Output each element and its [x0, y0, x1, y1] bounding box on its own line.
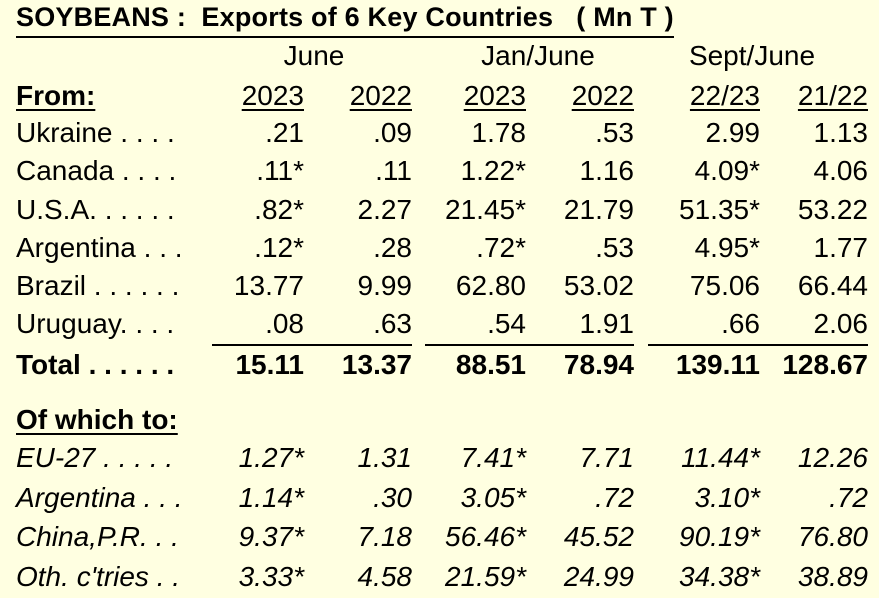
table-cell: 21.45* — [445, 194, 526, 225]
table-cell: .21 — [265, 117, 304, 148]
column-header: 21/22 — [797, 80, 868, 111]
row-label: U.S.A. . . . . . — [16, 194, 175, 225]
destination-cell: 90.19* — [679, 521, 760, 552]
column-header: 22/23 — [689, 80, 760, 111]
row-label: Brazil . . . . . . — [16, 270, 180, 301]
destination-cell: 9.37* — [238, 521, 304, 552]
destination-cell: .30 — [373, 482, 412, 513]
title-underline — [16, 36, 674, 38]
of-which-to-label: Of which to: — [16, 404, 178, 435]
table-cell: 1.22* — [460, 155, 526, 186]
destination-cell: 76.80 — [797, 521, 868, 552]
destination-label: Argentina . . . — [16, 482, 183, 513]
table-cell: 2.27 — [357, 194, 413, 225]
total-cell: 13.37 — [341, 349, 412, 380]
table-cell: .12* — [254, 232, 304, 263]
row-label: Uruguay. . . . — [16, 308, 175, 339]
table-cell: 2.06 — [813, 308, 869, 339]
table-cell: .11* — [256, 155, 304, 186]
table-cell: 4.95* — [694, 232, 760, 263]
total-rule — [648, 344, 868, 346]
column-header: 2022 — [571, 80, 634, 111]
destination-label: Oth. c'tries . . — [16, 561, 181, 592]
destination-cell: 34.38* — [679, 561, 760, 592]
table-cell: 53.02 — [563, 270, 634, 301]
table-cell: 21.79 — [563, 194, 634, 225]
total-rule — [425, 344, 634, 346]
table-cell: .63 — [373, 308, 412, 339]
destination-cell: 1.14* — [238, 482, 304, 513]
table-cell: .28 — [373, 232, 412, 263]
destination-cell: 3.10* — [694, 482, 760, 513]
row-label: Canada . . . . — [16, 155, 177, 186]
destination-cell: 24.99 — [563, 561, 634, 592]
table-cell: 1.91 — [579, 308, 635, 339]
destination-cell: 7.71 — [579, 442, 635, 473]
table-cell: .53 — [595, 117, 634, 148]
column-header: 2023 — [463, 80, 526, 111]
total-cell: 15.11 — [235, 349, 304, 380]
table-title: SOYBEANS : Exports of 6 Key Countries ( … — [16, 2, 674, 32]
destination-cell: 11.44* — [681, 442, 760, 473]
table-cell: .08 — [265, 308, 304, 339]
table-cell: 13.77 — [233, 270, 304, 301]
row-label: Ukraine . . . . — [16, 117, 175, 148]
table-cell: 1.78 — [471, 117, 527, 148]
table-cell: .09 — [373, 117, 412, 148]
table-cell: .11 — [375, 155, 412, 186]
table-cell: 1.13 — [813, 117, 869, 148]
destination-cell: 7.41* — [460, 442, 526, 473]
from-label: From: — [16, 80, 96, 111]
destination-cell: 12.26 — [797, 442, 868, 473]
total-cell: 78.94 — [563, 349, 634, 380]
column-header: 2022 — [349, 80, 412, 111]
destination-cell: 21.59* — [445, 561, 526, 592]
destination-cell: 4.58 — [357, 561, 413, 592]
period-header: Jan/June — [481, 40, 595, 71]
destination-cell: .72 — [829, 482, 868, 513]
destination-label: EU-27 . . . . . — [16, 442, 174, 473]
table-cell: 62.80 — [455, 270, 526, 301]
table-cell: .54 — [487, 308, 526, 339]
table-cell: 66.44 — [797, 270, 868, 301]
destination-cell: 56.46* — [445, 521, 526, 552]
table-cell: 75.06 — [689, 270, 760, 301]
destination-cell: .72 — [595, 482, 634, 513]
destination-cell: 38.89 — [797, 561, 868, 592]
period-header: Sept/June — [688, 40, 816, 71]
row-label: Argentina . . . — [16, 232, 183, 263]
table-cell: .82* — [254, 194, 304, 225]
total-rule — [212, 344, 412, 346]
table-cell: 9.99 — [357, 270, 413, 301]
table-cell: 4.06 — [813, 155, 869, 186]
table-cell: 51.35* — [679, 194, 760, 225]
total-cell: 128.67 — [782, 349, 868, 380]
column-header: 2023 — [241, 80, 304, 111]
table-cell: .66 — [721, 308, 760, 339]
total-cell: 139.11 — [675, 349, 760, 380]
destination-cell: 45.52 — [563, 521, 634, 552]
table-cell: 1.16 — [579, 155, 635, 186]
table-cell: .53 — [595, 232, 634, 263]
total-cell: 88.51 — [455, 349, 526, 380]
destination-cell: 1.27* — [238, 442, 304, 473]
destination-cell: 3.05* — [460, 482, 526, 513]
table-cell: 4.09* — [694, 155, 760, 186]
destination-label: China,P.R. . . — [16, 521, 179, 552]
destination-cell: 7.18 — [357, 521, 413, 552]
destination-cell: 1.31 — [357, 442, 413, 473]
destination-cell: 3.33* — [238, 561, 304, 592]
table-cell: 53.22 — [797, 194, 868, 225]
total-label: Total . . . . . . — [16, 349, 175, 380]
table-cell: .72* — [476, 232, 526, 263]
table-cell: 2.99 — [705, 117, 761, 148]
period-header: June — [283, 40, 345, 71]
table-cell: 1.77 — [813, 232, 869, 263]
